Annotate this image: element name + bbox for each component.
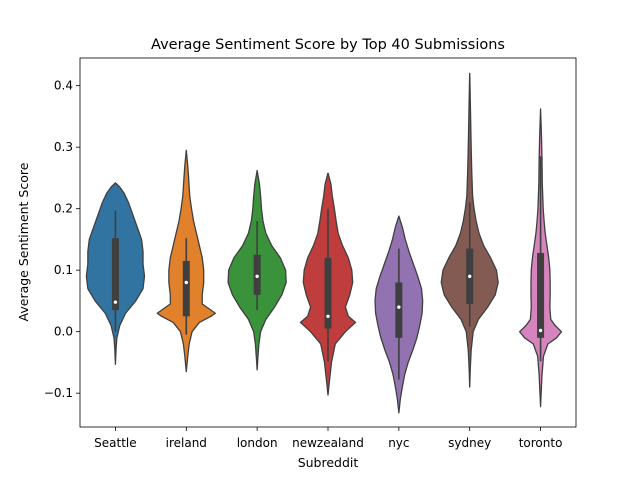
x-tick-label: ireland — [166, 436, 207, 450]
violin-layer — [85, 72, 563, 414]
x-tick-label: toronto — [519, 436, 563, 450]
x-axis-label: Subreddit — [298, 455, 359, 470]
y-tick-label: 0.0 — [54, 325, 73, 339]
x-tick-label: nyc — [388, 436, 409, 450]
violin-iqr-box — [395, 282, 403, 338]
violin-newzealand — [299, 172, 357, 396]
violin-median-dot — [113, 300, 118, 304]
plot-frame — [79, 57, 577, 428]
y-tick-label: 0.3 — [54, 140, 73, 154]
chart-title: Average Sentiment Score by Top 40 Submis… — [151, 37, 505, 53]
violin-median-dot — [538, 328, 543, 333]
violin-median-dot — [255, 274, 259, 279]
violin-median-dot — [468, 274, 472, 279]
y-tick-label: 0.2 — [54, 202, 73, 216]
violin-iqr-box — [111, 238, 119, 311]
y-tick-label: −0.1 — [44, 386, 73, 400]
x-tick-label: sydney — [448, 436, 491, 450]
violin-toronto — [519, 108, 563, 408]
violin-ireland — [156, 149, 216, 373]
violin-iqr-box — [182, 260, 190, 317]
y-axis: −0.1 0.0 0.1 0.2 0.3 0.4 — [44, 79, 80, 400]
violin-median-dot — [326, 314, 330, 318]
x-axis: Seattle ireland london newzealand nyc sydney t… — [94, 427, 562, 450]
violin-iqr-box — [324, 257, 332, 329]
x-tick-label: Seattle — [94, 436, 136, 450]
x-tick-label: london — [237, 436, 278, 450]
violin-median-dot — [397, 305, 401, 309]
y-tick-label: 0.1 — [54, 263, 73, 277]
violin-sydney — [440, 72, 499, 388]
x-tick-label: newzealand — [292, 436, 364, 450]
y-axis-label: Average Sentiment Score — [16, 162, 31, 321]
y-tick-label: 0.4 — [54, 79, 73, 93]
violin-Seattle — [85, 182, 146, 365]
violin-london — [227, 169, 287, 371]
violin-iqr-box — [537, 252, 545, 338]
violin-nyc — [374, 215, 424, 414]
violin-median-dot — [184, 280, 188, 285]
